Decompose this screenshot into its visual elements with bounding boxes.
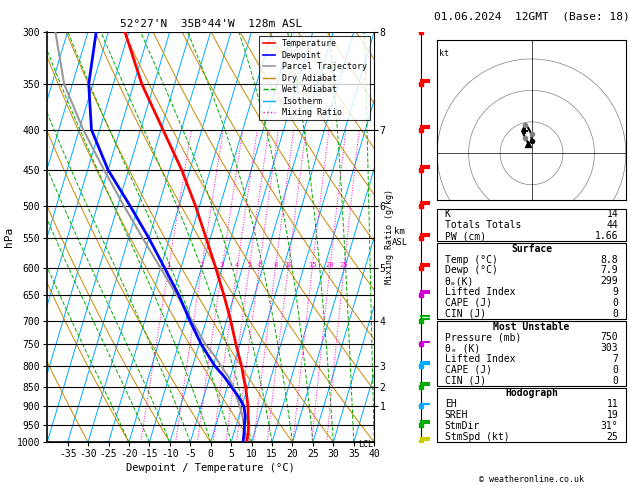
Text: 0: 0 <box>613 376 618 386</box>
Text: © weatheronline.co.uk: © weatheronline.co.uk <box>479 474 584 484</box>
Text: 44: 44 <box>606 220 618 230</box>
Bar <box>437 321 626 386</box>
Text: Temp (°C): Temp (°C) <box>445 255 498 264</box>
Text: 25: 25 <box>340 262 348 268</box>
Bar <box>437 209 626 242</box>
Text: 31°: 31° <box>601 421 618 431</box>
Bar <box>437 243 626 319</box>
Text: Most Unstable: Most Unstable <box>493 322 570 331</box>
Y-axis label: hPa: hPa <box>4 227 14 247</box>
Text: Hodograph: Hodograph <box>505 388 558 399</box>
Text: 10: 10 <box>284 262 292 268</box>
Text: 0: 0 <box>613 365 618 375</box>
Text: 01.06.2024  12GMT  (Base: 18): 01.06.2024 12GMT (Base: 18) <box>433 12 629 22</box>
X-axis label: Dewpoint / Temperature (°C): Dewpoint / Temperature (°C) <box>126 463 295 473</box>
Text: 5: 5 <box>247 262 251 268</box>
Text: Dewp (°C): Dewp (°C) <box>445 265 498 276</box>
Legend: Temperature, Dewpoint, Parcel Trajectory, Dry Adiabat, Wet Adiabat, Isotherm, Mi: Temperature, Dewpoint, Parcel Trajectory… <box>259 36 370 121</box>
Text: Lifted Index: Lifted Index <box>445 354 515 364</box>
Text: 9: 9 <box>613 287 618 297</box>
Text: 20: 20 <box>326 262 334 268</box>
Text: Mixing Ratio (g/kg): Mixing Ratio (g/kg) <box>386 190 394 284</box>
Text: CIN (J): CIN (J) <box>445 309 486 319</box>
Text: PW (cm): PW (cm) <box>445 231 486 241</box>
Text: CAPE (J): CAPE (J) <box>445 298 492 308</box>
Text: 25: 25 <box>606 432 618 442</box>
Text: 299: 299 <box>601 276 618 286</box>
Text: 3: 3 <box>220 262 224 268</box>
Text: StmSpd (kt): StmSpd (kt) <box>445 432 509 442</box>
Text: Totals Totals: Totals Totals <box>445 220 521 230</box>
Y-axis label: km
ASL: km ASL <box>391 227 408 246</box>
Text: 1: 1 <box>167 262 170 268</box>
Text: 8: 8 <box>273 262 277 268</box>
Text: kt: kt <box>439 50 448 58</box>
Text: Pressure (mb): Pressure (mb) <box>445 332 521 342</box>
Text: EH: EH <box>445 399 457 409</box>
Text: θₑ(K): θₑ(K) <box>445 276 474 286</box>
Text: 14: 14 <box>606 209 618 219</box>
Text: 7.9: 7.9 <box>601 265 618 276</box>
Text: Lifted Index: Lifted Index <box>445 287 515 297</box>
Bar <box>437 388 626 442</box>
Text: 7: 7 <box>613 354 618 364</box>
Text: K: K <box>445 209 450 219</box>
Text: Surface: Surface <box>511 244 552 254</box>
Text: 6: 6 <box>257 262 261 268</box>
Text: 303: 303 <box>601 343 618 353</box>
Text: LCL: LCL <box>358 440 373 449</box>
Text: θₑ (K): θₑ (K) <box>445 343 480 353</box>
Text: CIN (J): CIN (J) <box>445 376 486 386</box>
Text: 2: 2 <box>199 262 204 268</box>
Text: 8.8: 8.8 <box>601 255 618 264</box>
Text: SREH: SREH <box>445 410 468 420</box>
Text: 0: 0 <box>613 309 618 319</box>
Text: 4: 4 <box>235 262 239 268</box>
Title: 52°27'N  35B°44'W  128m ASL: 52°27'N 35B°44'W 128m ASL <box>120 19 302 30</box>
Text: CAPE (J): CAPE (J) <box>445 365 492 375</box>
Text: StmDir: StmDir <box>445 421 480 431</box>
Text: 750: 750 <box>601 332 618 342</box>
Text: 11: 11 <box>606 399 618 409</box>
Text: 15: 15 <box>308 262 316 268</box>
Text: 0: 0 <box>613 298 618 308</box>
Text: 19: 19 <box>606 410 618 420</box>
Text: 1.66: 1.66 <box>595 231 618 241</box>
